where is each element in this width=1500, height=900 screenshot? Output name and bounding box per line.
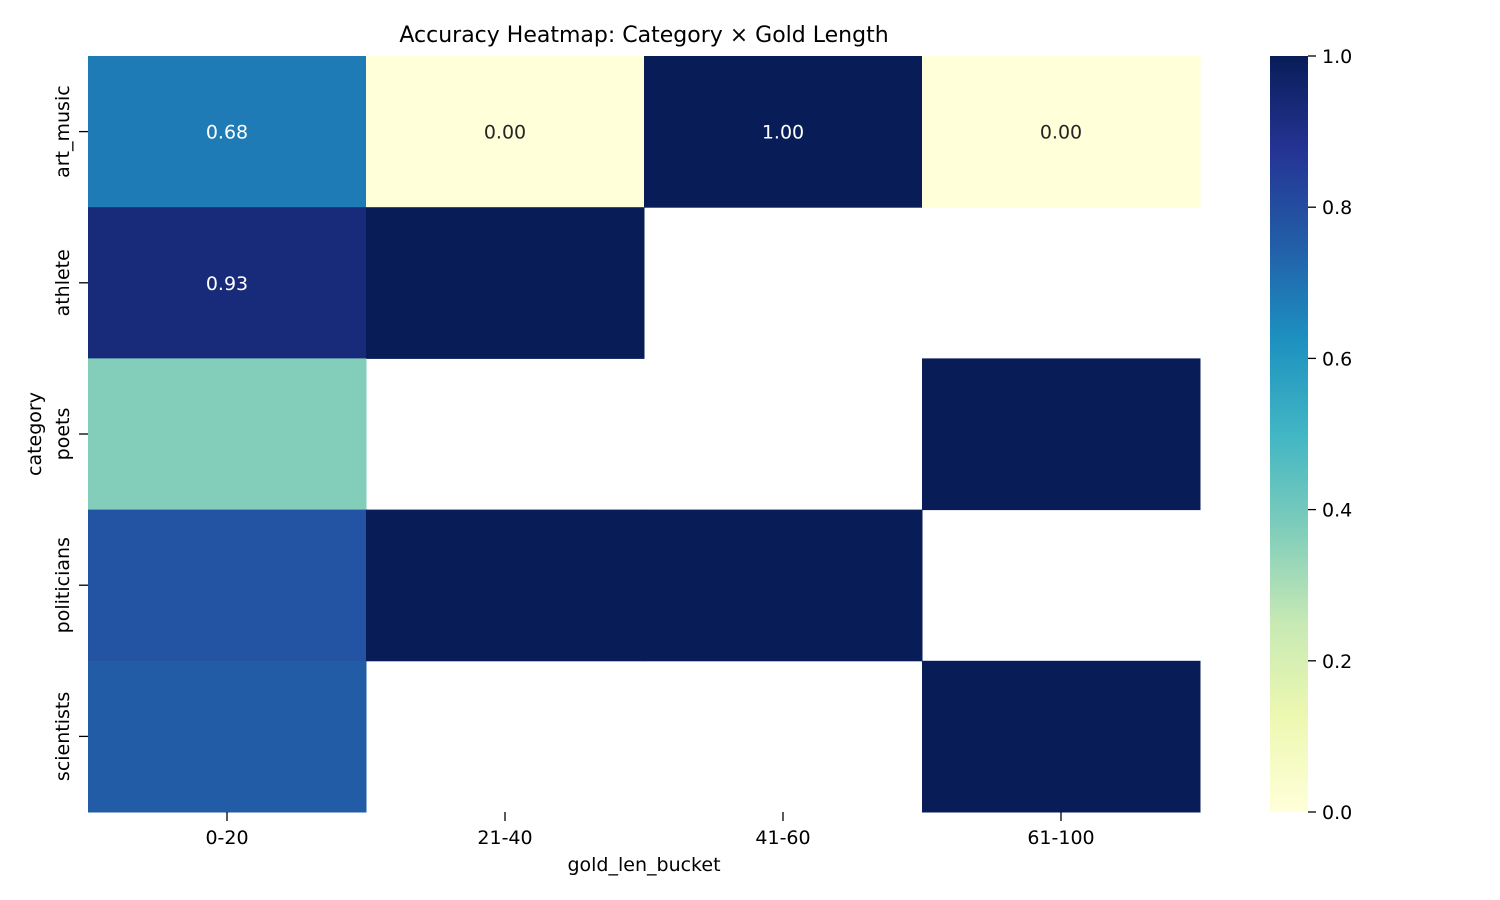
y-axis-label: category: [24, 392, 46, 476]
cell-annotation: 0.00: [484, 122, 526, 144]
heatmap-cell: [88, 358, 367, 511]
colorbar-tick-label: 0.2: [1322, 651, 1352, 673]
heatmap-cell: [366, 56, 645, 208]
x-tick-label: 0-20: [205, 827, 248, 849]
heatmap-cell: [644, 56, 923, 208]
y-tick-label: poets: [52, 408, 74, 461]
x-tick-label: 21-40: [477, 827, 532, 849]
heatmap-cell: [922, 56, 1201, 208]
x-axis-label: gold_len_bucket: [567, 854, 720, 876]
colorbar-ticks: 0.0 0.2 0.4 0.6 0.8 1.0: [1308, 46, 1352, 824]
heatmap-cell: [366, 207, 645, 359]
heatmap-cell: [88, 660, 367, 813]
heatmap-cell: [366, 509, 645, 662]
cell-annotation: 0.00: [1040, 122, 1082, 144]
heatmap-cell: [644, 509, 923, 662]
heatmap-cell: [88, 509, 367, 662]
heatmap-cell: [922, 660, 1201, 813]
heatmap-cell: [88, 207, 367, 359]
colorbar-gradient: [1270, 56, 1308, 812]
chart-title: Accuracy Heatmap: Category × Gold Length: [399, 23, 888, 48]
colorbar-tick-label: 0.6: [1322, 348, 1352, 370]
colorbar-tick-label: 0.0: [1322, 802, 1352, 824]
cell-annotation: 0.93: [206, 273, 248, 295]
cell-annotation: 1.00: [762, 122, 804, 144]
cell-annotation: 0.68: [206, 122, 248, 144]
y-tick-label: scientists: [52, 692, 74, 781]
colorbar-tick-label: 0.4: [1322, 500, 1352, 522]
cell-annotations: 0.68 0.00 1.00 0.00 0.93: [206, 122, 1082, 295]
x-tick-label: 61-100: [1027, 827, 1094, 849]
y-tick-label: athlete: [52, 249, 74, 316]
colorbar-tick-label: 1.0: [1322, 46, 1352, 68]
x-tick-label: 41-60: [755, 827, 810, 849]
heatmap-cell: [88, 56, 367, 208]
x-axis: 0-20 21-40 41-60 61-100: [205, 812, 1095, 849]
colorbar-tick-label: 0.8: [1322, 197, 1352, 219]
heatmap-cell: [922, 358, 1201, 511]
y-tick-label: politicians: [52, 537, 74, 633]
heatmap-cells: [88, 56, 1201, 813]
colorbar: 0.0 0.2 0.4 0.6 0.8 1.0: [1270, 46, 1352, 824]
y-tick-label: art_music: [52, 85, 74, 178]
